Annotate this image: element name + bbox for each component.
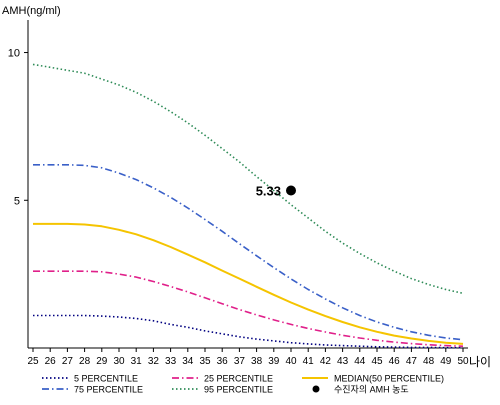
x-tick-label: 26 (45, 356, 57, 367)
x-tick-label: 28 (79, 356, 91, 367)
series-line-75-percentile (33, 164, 464, 341)
x-tick-label: 40 (285, 356, 297, 367)
x-tick-label: 47 (406, 356, 418, 367)
x-tick-label: 33 (165, 356, 177, 367)
legend-swatch-patient-point (312, 385, 320, 393)
legend-label-median-50-percentile: MEDIAN(50 PERCENTILE) (334, 374, 444, 384)
x-tick-label: 29 (96, 356, 108, 367)
x-tick-label: 32 (148, 356, 160, 367)
x-tick-label: 43 (337, 356, 349, 367)
axes-layer: AMH(ng/ml) 나이 (2, 5, 491, 369)
x-tick-label: 25 (27, 356, 39, 367)
x-tick-label: 30 (113, 356, 125, 367)
x-axis-label: 나이 (469, 355, 491, 369)
y-axis-label: AMH(ng/ml) (2, 5, 61, 17)
x-tick-label: 42 (320, 356, 332, 367)
x-tick-label: 34 (182, 356, 194, 367)
series-line-5-percentile (33, 314, 463, 349)
x-tick-label: 45 (371, 356, 383, 367)
x-tick-label: 38 (251, 356, 263, 367)
x-tick-label: 36 (217, 356, 229, 367)
x-tick-label: 49 (440, 356, 452, 367)
legend-label-5-percentile: 5 PERCENTILE (74, 374, 138, 384)
x-tick-label: 37 (234, 356, 246, 367)
series-line-25-percentile (33, 270, 464, 347)
x-tick-label: 31 (131, 356, 143, 367)
x-tick-label: 50 (457, 356, 469, 367)
x-tick-label: 44 (354, 356, 366, 367)
x-tick-label: 41 (303, 356, 315, 367)
ticks-layer: 25 26 27 28 29 30 31 32 33 34 35 36 37 38 39 40 41 42 43 44… (8, 48, 469, 367)
legend-label-95-percentile: 95 PERCENTILE (204, 385, 273, 395)
x-tick-label: 46 (389, 356, 401, 367)
y-tick-label: 10 (8, 48, 20, 60)
x-tick-label: 27 (62, 356, 74, 367)
legend-label-patient-point: 수진자의 AMH 농도 (334, 385, 409, 395)
legend-label-25-percentile: 25 PERCENTILE (204, 374, 273, 384)
patient-point-layer: 5.33 (256, 184, 296, 199)
legend-label-75-percentile: 75 PERCENTILE (74, 385, 143, 395)
series-layer (32, 63, 464, 349)
x-tick-label: 39 (268, 356, 280, 367)
legend: 5 PERCENTILE 25 PERCENTILE MEDIAN(50 PERCE… (42, 374, 444, 395)
series-line-median-50-percentile (33, 222, 464, 345)
patient-point-label: 5.33 (256, 184, 281, 199)
x-tick-label: 48 (423, 356, 435, 367)
patient-point-marker (286, 185, 296, 196)
x-tick-label: 35 (199, 356, 211, 367)
y-tick-label: 5 (14, 195, 20, 207)
series-line-95-percentile (32, 63, 464, 295)
